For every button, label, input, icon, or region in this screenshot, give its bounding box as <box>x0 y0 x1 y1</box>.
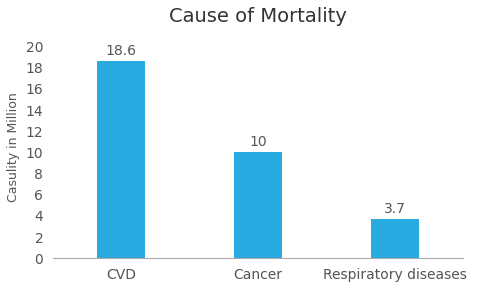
Bar <box>371 219 419 258</box>
Text: 10: 10 <box>249 135 267 149</box>
Bar <box>97 61 145 258</box>
Text: 3.7: 3.7 <box>384 202 406 216</box>
Title: Cause of Mortality: Cause of Mortality <box>169 7 347 26</box>
Bar <box>234 152 282 258</box>
Text: 18.6: 18.6 <box>106 44 137 58</box>
Y-axis label: Casulity in Million: Casulity in Million <box>7 92 20 202</box>
